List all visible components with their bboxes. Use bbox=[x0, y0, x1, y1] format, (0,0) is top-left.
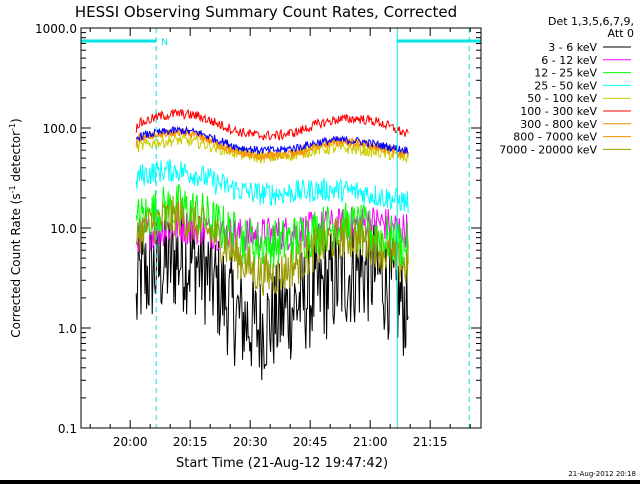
y-axis-label-sup-1: -1 bbox=[8, 185, 17, 193]
attenuator-label: Att 0 bbox=[608, 27, 634, 40]
y-axis-label-part-a: Corrected Count Rate (s bbox=[9, 193, 23, 337]
legend-entry-label-6: 300 - 800 keV bbox=[520, 118, 597, 131]
legend-entry-label-1: 6 - 12 keV bbox=[541, 54, 597, 67]
x-tick-label-4: 21:00 bbox=[353, 435, 388, 449]
series-line-5 bbox=[135, 108, 409, 141]
y-axis-label-part-b: detector bbox=[9, 131, 23, 186]
y-tick-label-4: 1000.0 bbox=[35, 22, 77, 36]
series-layer bbox=[135, 108, 409, 381]
y-tick-label-3: 100.0 bbox=[43, 122, 77, 136]
y-axis-label-part-c: ) bbox=[9, 118, 23, 123]
chart-title: HESSI Observing Summary Count Rates, Cor… bbox=[75, 3, 457, 21]
series-line-2 bbox=[135, 183, 409, 269]
x-tick-label-5: 21:15 bbox=[413, 435, 448, 449]
y-tick-label-2: 10.0 bbox=[50, 222, 77, 236]
legend-entry-label-7: 800 - 7000 keV bbox=[513, 131, 597, 144]
axes-layer: 20:00 20:15 20:30 20:45 21:00 21:15 0.1 1.0 10.0… bbox=[35, 22, 481, 449]
legend-entry-label-3: 25 - 50 keV bbox=[534, 79, 597, 92]
legend-entry-label-2: 12 - 25 keV bbox=[534, 67, 597, 80]
y-axis-label-sup-2: -1 bbox=[8, 123, 17, 131]
y-tick-label-0: 0.1 bbox=[58, 422, 77, 436]
x-tick-label-0: 20:00 bbox=[113, 435, 148, 449]
series-line-4 bbox=[135, 132, 409, 165]
legend-entry-label-4: 50 - 100 keV bbox=[527, 92, 597, 105]
timestamp-label: 21-Aug-2012 20:18 bbox=[568, 470, 636, 478]
legend-entry-label-8: 7000 - 20000 keV bbox=[499, 143, 597, 156]
x-tick-label-2: 20:30 bbox=[233, 435, 268, 449]
series-line-3 bbox=[135, 158, 409, 213]
x-tick-label-3: 20:45 bbox=[293, 435, 328, 449]
legend-entry-label-0: 3 - 6 keV bbox=[548, 41, 597, 54]
y-axis-label: Corrected Count Rate (s-1 detector-1) bbox=[8, 118, 23, 337]
x-axis-label: Start Time (21-Aug-12 19:47:42) bbox=[176, 456, 388, 471]
legend-entry-label-5: 100 - 300 keV bbox=[520, 105, 597, 118]
x-tick-label-1: 20:15 bbox=[173, 435, 208, 449]
flag-label-n: N bbox=[161, 38, 168, 48]
detector-label: Det 1,3,5,6,7,9, bbox=[548, 15, 634, 28]
y-tick-label-1: 1.0 bbox=[58, 322, 77, 336]
series-line-8 bbox=[135, 195, 409, 296]
series-line-9 bbox=[135, 125, 409, 156]
